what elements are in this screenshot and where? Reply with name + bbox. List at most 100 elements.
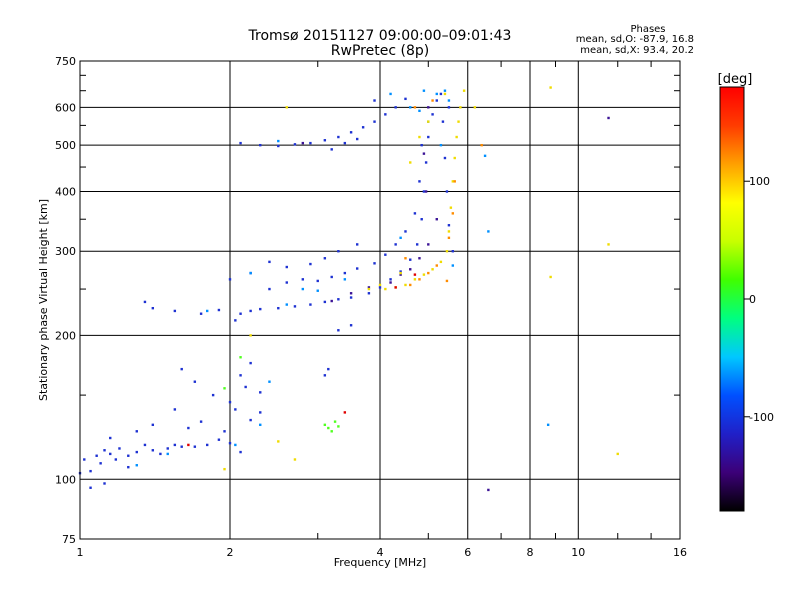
data-point [244,385,247,389]
data-point [180,367,183,371]
data-point [399,273,402,276]
data-point [259,307,262,311]
data-point [159,452,162,456]
data-point [228,441,232,445]
data-point [103,449,106,452]
data-point [173,309,177,313]
data-point [268,260,271,264]
data-point [323,423,327,427]
data-point [439,92,443,96]
grid-lines [80,61,680,539]
data-point [217,438,221,441]
data-point [361,126,365,129]
data-point [223,387,226,390]
data-point [217,308,221,312]
data-point [114,458,118,461]
data-point [549,86,552,89]
data-point [109,436,112,440]
data-point [127,465,130,469]
data-point [384,253,387,256]
data-point [277,139,280,143]
data-point [83,458,86,461]
data-point [309,303,312,306]
data-point [441,120,445,123]
data-point [285,303,288,306]
data-point [431,268,434,271]
data-point [239,450,242,454]
data-point [409,258,412,261]
data-point [259,411,262,414]
data-point [228,278,232,281]
data-point [439,143,443,147]
data-point [143,300,147,304]
colorbar-tick-label: 100 [749,175,770,188]
data-point [409,106,412,109]
data-point [239,374,242,377]
data-point [394,286,397,289]
data-point [404,283,407,287]
data-point [301,141,305,145]
x-tick-label: 4 [377,546,384,559]
x-axis-label: Frequency [MHz] [334,556,426,569]
data-point [193,380,197,383]
data-point [487,488,490,492]
data-point [259,391,262,394]
data-point [424,190,428,193]
data-point [151,423,155,427]
data-point [309,262,312,266]
data-point [343,411,347,414]
data-point [293,143,297,146]
data-point [373,99,376,102]
data-point [249,418,252,422]
data-point [349,131,353,134]
data-point [301,287,305,291]
data-point [249,334,252,337]
data-point [451,180,455,183]
phases-x-summary: mean, sd,X: 93.4, 20.2 [580,45,694,56]
data-points [78,86,619,492]
data-point [378,283,382,287]
colorbar-tick-label: 0 [749,293,756,306]
data-point [127,454,130,457]
y-tick-label: 600 [55,101,76,114]
data-point [389,278,392,281]
data-point [259,423,262,427]
data-point [409,283,412,287]
data-point [451,264,455,267]
data-point [135,450,138,454]
data-point [205,309,209,313]
data-point [451,212,455,215]
data-point [435,264,438,267]
data-point [413,278,417,281]
data-point [223,430,226,433]
data-point [447,236,451,240]
data-point [422,273,426,276]
data-point [277,306,280,310]
data-point [404,257,407,260]
data-point [431,99,434,102]
data-point [453,156,456,160]
data-point [427,243,430,246]
y-tick-label: 200 [55,329,76,342]
data-point [330,148,333,151]
data-point [607,243,610,246]
data-point [443,92,447,96]
x-tick-label: 8 [527,546,534,559]
data-point [285,265,288,269]
data-point [151,449,155,452]
data-point [285,106,288,109]
data-point [228,400,232,404]
data-point [211,393,215,397]
data-point [384,113,387,116]
data-point [439,260,443,264]
data-point [473,106,477,109]
data-point [239,141,242,145]
data-point [249,309,252,313]
data-point [109,452,112,456]
data-point [480,143,483,147]
data-point [378,286,382,289]
data-point [205,443,209,447]
data-point [118,447,121,450]
data-point [415,243,419,246]
data-point [435,92,438,96]
